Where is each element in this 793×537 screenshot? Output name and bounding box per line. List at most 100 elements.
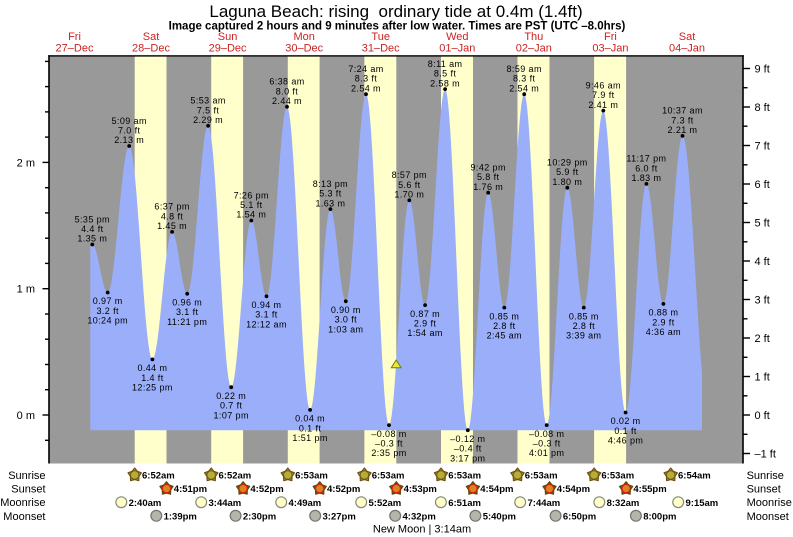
svg-text:Mon: Mon [293, 31, 314, 43]
svg-text:1.4 ft: 1.4 ft [141, 373, 164, 383]
svg-text:8.3 ft: 8.3 ft [513, 74, 536, 84]
svg-text:04–Jan: 04–Jan [669, 43, 705, 55]
svg-text:10:37 am: 10:37 am [662, 106, 703, 116]
svg-text:0.1 ft: 0.1 ft [614, 426, 637, 436]
svg-text:30–Dec: 30–Dec [285, 43, 323, 55]
svg-text:0.04 m: 0.04 m [295, 414, 325, 424]
svg-text:7 ft: 7 ft [755, 140, 770, 152]
svg-text:7:26 pm: 7:26 pm [234, 190, 269, 200]
svg-text:0.87 m: 0.87 m [410, 309, 440, 319]
svg-text:8:57 pm: 8:57 pm [392, 170, 427, 180]
svg-text:Sat: Sat [143, 31, 160, 43]
svg-text:5.3 ft: 5.3 ft [319, 189, 342, 199]
svg-text:3.1 ft: 3.1 ft [255, 310, 278, 320]
svg-text:7.9 ft: 7.9 ft [592, 90, 615, 100]
svg-text:0.7 ft: 0.7 ft [220, 401, 243, 411]
svg-text:1.63 m: 1.63 m [315, 198, 345, 208]
svg-text:6:38 am: 6:38 am [269, 77, 304, 87]
svg-text:8.5 ft: 8.5 ft [434, 69, 457, 79]
svg-text:1.54 m: 1.54 m [236, 210, 266, 220]
svg-text:8 ft: 8 ft [755, 102, 770, 114]
svg-text:4:52pm: 4:52pm [250, 484, 283, 495]
svg-text:–0.3 ft: –0.3 ft [533, 439, 561, 449]
svg-text:2.58 m: 2.58 m [430, 78, 460, 88]
svg-text:6:53am: 6:53am [525, 471, 558, 482]
svg-text:2.44 m: 2.44 m [272, 96, 302, 106]
svg-text:4:51pm: 4:51pm [174, 484, 207, 495]
svg-text:0.94 m: 0.94 m [252, 300, 282, 310]
svg-text:Sunrise: Sunrise [747, 470, 784, 482]
svg-text:8:13 pm: 8:13 pm [313, 179, 348, 189]
svg-text:7.3 ft: 7.3 ft [671, 115, 694, 125]
svg-text:4 ft: 4 ft [755, 256, 770, 268]
svg-text:6:52am: 6:52am [142, 471, 175, 482]
svg-text:–1 ft: –1 ft [755, 448, 776, 460]
svg-text:–0.3 ft: –0.3 ft [375, 439, 403, 449]
svg-text:0.1 ft: 0.1 ft [299, 423, 322, 433]
svg-text:Image captured 2 hours and 9 m: Image captured 2 hours and 9 minutes aft… [169, 21, 626, 33]
svg-text:Sunset: Sunset [747, 484, 781, 496]
svg-text:1:07 pm: 1:07 pm [214, 410, 249, 420]
svg-text:4:01 pm: 4:01 pm [529, 448, 564, 458]
svg-text:1 m: 1 m [17, 284, 35, 296]
svg-text:Laguna Beach: rising ordinary: Laguna Beach: rising ordinary tide at 0.… [209, 2, 582, 21]
svg-text:2.21 m: 2.21 m [668, 125, 698, 135]
svg-text:6 ft: 6 ft [755, 179, 770, 191]
svg-text:5:53 am: 5:53 am [190, 96, 225, 106]
svg-text:3.0 ft: 3.0 ft [335, 315, 358, 325]
svg-text:4.4 ft: 4.4 ft [81, 224, 104, 234]
svg-text:7:44am: 7:44am [528, 498, 561, 509]
svg-text:8:00pm: 8:00pm [643, 511, 676, 522]
svg-text:6:53am: 6:53am [601, 471, 634, 482]
svg-text:9:15am: 9:15am [686, 498, 719, 509]
svg-text:New Moon | 3:14am: New Moon | 3:14am [373, 523, 471, 535]
svg-text:10:24 pm: 10:24 pm [87, 316, 128, 326]
svg-text:Fri: Fri [604, 31, 617, 43]
svg-text:5:09 am: 5:09 am [112, 116, 147, 126]
svg-text:31–Dec: 31–Dec [362, 43, 400, 55]
svg-text:3.1 ft: 3.1 ft [176, 307, 199, 317]
svg-text:2.29 m: 2.29 m [193, 115, 223, 125]
svg-text:6:52am: 6:52am [219, 471, 252, 482]
svg-text:9:42 pm: 9:42 pm [471, 163, 506, 173]
svg-text:1.80 m: 1.80 m [552, 177, 582, 187]
svg-text:0 ft: 0 ft [755, 410, 770, 422]
svg-text:1.76 m: 1.76 m [473, 182, 503, 192]
svg-text:Wed: Wed [446, 31, 468, 43]
svg-text:–0.08 m: –0.08 m [371, 429, 406, 439]
svg-text:Sat: Sat [679, 31, 696, 43]
svg-text:2.13 m: 2.13 m [114, 135, 144, 145]
svg-text:2:30pm: 2:30pm [243, 511, 276, 522]
svg-text:6:54am: 6:54am [678, 471, 711, 482]
svg-text:3:39 am: 3:39 am [566, 331, 601, 341]
svg-text:–0.4 ft: –0.4 ft [454, 444, 482, 454]
svg-text:0.85 m: 0.85 m [489, 311, 519, 321]
svg-text:9:46 am: 9:46 am [586, 80, 621, 90]
svg-text:3:27pm: 3:27pm [323, 511, 356, 522]
svg-text:0.96 m: 0.96 m [172, 298, 202, 308]
svg-text:2:35 pm: 2:35 pm [371, 448, 406, 458]
svg-text:1.45 m: 1.45 m [157, 221, 187, 231]
svg-text:Sunset: Sunset [11, 484, 45, 496]
svg-text:11:21 pm: 11:21 pm [167, 317, 207, 327]
svg-text:1:54 am: 1:54 am [407, 328, 442, 338]
svg-text:3 ft: 3 ft [755, 294, 770, 306]
svg-text:8.0 ft: 8.0 ft [276, 86, 299, 96]
svg-text:0.02 m: 0.02 m [611, 416, 641, 426]
svg-text:1:51 pm: 1:51 pm [292, 433, 327, 443]
svg-text:28–Dec: 28–Dec [132, 43, 170, 55]
svg-text:0.88 m: 0.88 m [648, 308, 678, 318]
svg-text:Fri: Fri [68, 31, 81, 43]
svg-text:1:03 am: 1:03 am [328, 324, 363, 334]
svg-text:4:55pm: 4:55pm [633, 484, 666, 495]
svg-text:1.70 m: 1.70 m [394, 190, 424, 200]
svg-text:10:29 pm: 10:29 pm [547, 158, 588, 168]
svg-text:7:24 am: 7:24 am [348, 64, 383, 74]
svg-text:27–Dec: 27–Dec [56, 43, 94, 55]
svg-text:03–Jan: 03–Jan [592, 43, 628, 55]
svg-text:5.8 ft: 5.8 ft [477, 172, 500, 182]
svg-text:2:40am: 2:40am [129, 498, 162, 509]
svg-text:6:53am: 6:53am [448, 471, 481, 482]
svg-text:0.22 m: 0.22 m [216, 391, 246, 401]
svg-text:12:12 am: 12:12 am [246, 319, 287, 329]
